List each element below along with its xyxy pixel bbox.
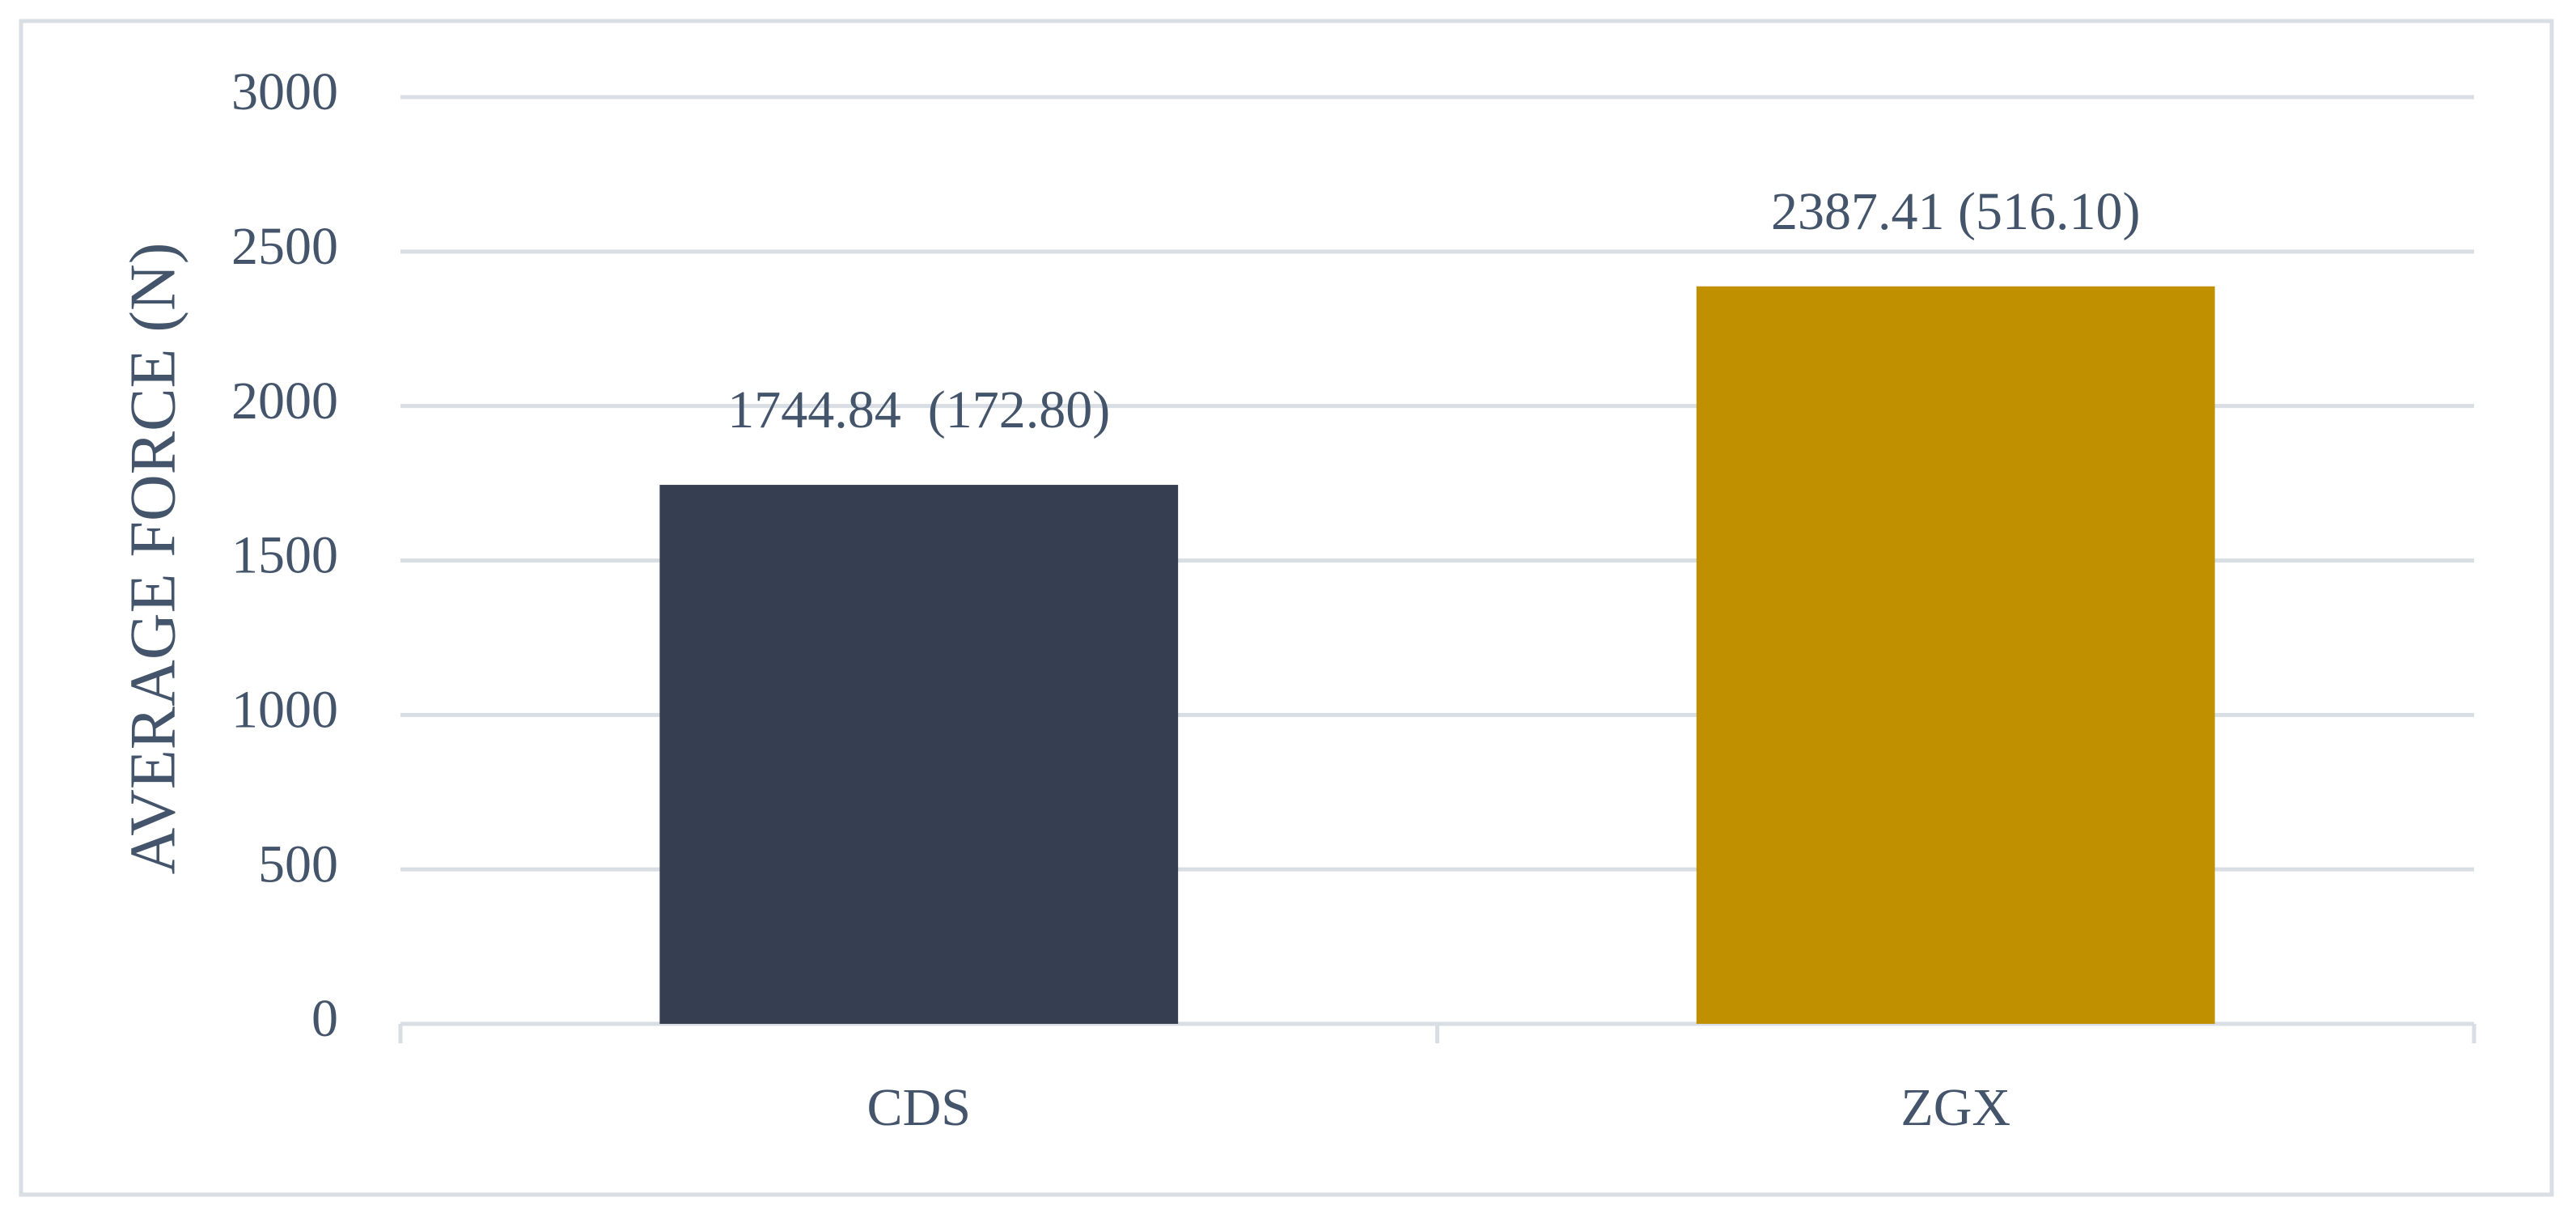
value-label: 1744.84 (172.80): [727, 380, 1110, 439]
value-label: 2387.41 (516.10): [1771, 182, 2140, 241]
y-tick-label: 1500: [231, 526, 338, 585]
y-tick-label: 2500: [231, 217, 338, 276]
x-tick-label: ZGX: [1900, 1078, 2010, 1137]
bar: [1696, 286, 2215, 1024]
y-axis-label: AVERAGE FORCE (N): [117, 243, 189, 875]
x-tick-label: CDS: [867, 1078, 971, 1137]
y-tick-label: 1000: [231, 680, 338, 739]
y-tick-label: 500: [258, 834, 338, 894]
y-tick-label: 2000: [231, 371, 338, 431]
bar: [659, 485, 1179, 1024]
y-tick-label: 3000: [231, 62, 338, 121]
y-tick-label: 0: [311, 989, 338, 1048]
